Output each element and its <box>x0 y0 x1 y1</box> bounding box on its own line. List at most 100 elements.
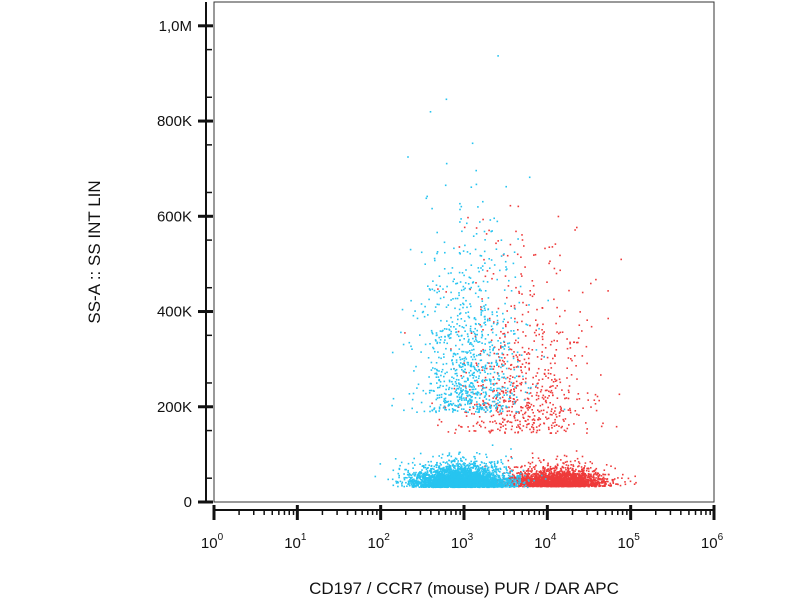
data-point <box>522 480 525 483</box>
data-point <box>506 296 508 299</box>
data-point <box>539 471 541 474</box>
data-point <box>512 385 514 387</box>
data-point <box>561 470 563 473</box>
data-point <box>554 421 556 424</box>
data-point <box>500 345 502 347</box>
data-point <box>411 476 413 479</box>
data-point <box>603 480 605 483</box>
data-point <box>538 484 540 487</box>
data-point <box>553 482 556 484</box>
data-point <box>521 476 523 478</box>
data-point <box>476 381 479 383</box>
data-point <box>498 348 500 351</box>
data-point <box>604 481 607 483</box>
data-point <box>557 480 559 482</box>
data-point <box>565 473 567 476</box>
data-point <box>470 332 473 334</box>
data-point <box>615 425 618 428</box>
data-point <box>587 483 590 486</box>
data-point <box>550 410 553 413</box>
data-point <box>497 240 499 242</box>
data-point <box>585 478 587 481</box>
data-point <box>585 474 588 477</box>
data-point <box>554 410 556 412</box>
data-point <box>567 482 570 485</box>
data-point <box>521 429 523 432</box>
data-point <box>532 484 535 487</box>
data-point <box>490 430 492 433</box>
data-point <box>525 426 528 429</box>
data-point <box>517 359 519 362</box>
data-point <box>548 473 550 476</box>
data-point <box>537 367 540 370</box>
data-point <box>584 465 586 467</box>
data-point <box>541 378 544 380</box>
data-point <box>564 397 566 400</box>
data-point <box>507 466 510 468</box>
data-point <box>464 462 466 465</box>
data-point <box>546 356 549 359</box>
data-point <box>522 485 524 488</box>
data-point <box>541 307 544 309</box>
data-point <box>570 464 572 466</box>
data-point <box>614 467 616 470</box>
data-point <box>504 336 506 338</box>
data-point <box>515 339 517 342</box>
data-point <box>508 380 511 383</box>
data-point <box>541 403 544 406</box>
data-point <box>571 481 574 484</box>
data-point <box>595 477 597 479</box>
data-point <box>595 485 597 488</box>
data-point <box>532 426 535 429</box>
data-point <box>563 470 565 473</box>
data-point <box>530 482 533 485</box>
data-point <box>553 425 556 427</box>
data-point <box>506 414 508 417</box>
data-point <box>568 385 571 387</box>
data-point <box>570 476 573 478</box>
data-point <box>475 282 477 284</box>
data-point <box>522 416 524 419</box>
data-point <box>409 480 412 483</box>
data-point <box>553 471 555 473</box>
data-point <box>573 474 575 477</box>
data-point <box>597 481 599 483</box>
data-point <box>515 466 518 468</box>
data-point <box>502 333 504 335</box>
data-point <box>593 478 595 481</box>
data-point <box>547 476 549 479</box>
data-point <box>541 335 544 338</box>
data-point <box>460 375 462 377</box>
data-point <box>544 396 547 398</box>
data-point <box>555 481 557 484</box>
data-point <box>551 484 554 486</box>
data-point <box>587 479 589 481</box>
data-point <box>535 431 538 434</box>
data-point <box>568 485 570 488</box>
data-point <box>527 362 530 365</box>
data-point <box>521 481 524 483</box>
data-point <box>471 412 473 415</box>
data-point <box>582 481 585 484</box>
data-point <box>575 478 578 481</box>
data-point <box>578 484 580 487</box>
data-point <box>484 275 487 278</box>
data-point <box>593 399 596 401</box>
data-point <box>596 395 599 398</box>
data-point <box>515 412 517 415</box>
data-point <box>509 478 512 481</box>
data-point <box>555 424 558 426</box>
data-point <box>446 467 448 470</box>
data-point <box>514 431 516 434</box>
data-point <box>509 396 511 398</box>
data-point <box>492 273 495 275</box>
data-point <box>391 478 394 481</box>
data-point <box>439 475 442 478</box>
data-point <box>504 275 507 277</box>
data-point <box>465 458 467 461</box>
data-point <box>555 349 558 351</box>
data-point <box>590 483 593 486</box>
data-point <box>548 395 550 397</box>
data-point <box>488 430 490 433</box>
